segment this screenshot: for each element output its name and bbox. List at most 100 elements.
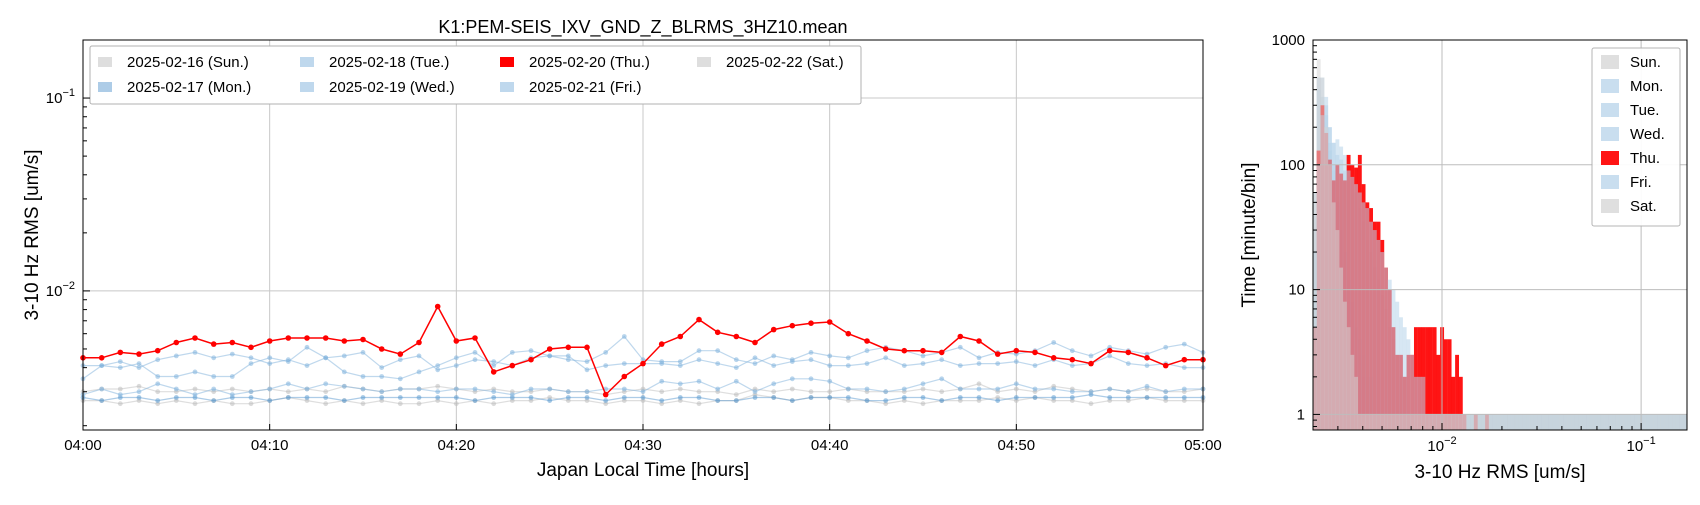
timeseries-data-point: [248, 395, 254, 400]
histogram-bar: [1544, 414, 1549, 430]
timeseries-data-point: [976, 361, 982, 366]
timeseries-data-point: [192, 369, 198, 375]
timeseries-data-point: [733, 398, 739, 403]
timeseries-data-point: [472, 357, 478, 363]
histogram-bar: [1339, 267, 1344, 430]
histogram-bar: [1485, 414, 1489, 430]
histogram-legend-label: Sun.: [1630, 54, 1661, 71]
timeseries-data-point: [323, 381, 329, 387]
timeseries-data-point: [117, 392, 123, 397]
histogram-bar: [1514, 414, 1519, 430]
timeseries-data-point: [453, 386, 459, 392]
timeseries-data-point: [901, 395, 907, 400]
timeseries-data-point: [621, 361, 627, 366]
timeseries-data-point: [99, 398, 105, 403]
histogram-bar: [1447, 414, 1452, 430]
timeseries-data-point: [827, 363, 833, 368]
timeseries-data-point: [733, 392, 739, 397]
histogram-bar: [1500, 414, 1504, 430]
timeseries-data-point: [229, 339, 236, 346]
timeseries-data-point: [435, 383, 441, 389]
timeseries-data-point: [99, 363, 105, 368]
timeseries-data-point: [229, 392, 235, 397]
timeseries-data-point: [883, 398, 889, 403]
timeseries-data-point: [808, 395, 814, 400]
histogram-bar: [1477, 414, 1482, 430]
timeseries-data-point: [976, 386, 982, 392]
timeseries-data-point: [1181, 356, 1188, 363]
timeseries-data-point: [117, 386, 123, 392]
histogram-bar: [1488, 414, 1493, 430]
timeseries-data-point: [789, 376, 795, 382]
histogram-bar: [1384, 414, 1388, 430]
timeseries-legend-label: 2025-02-20 (Thu.): [529, 54, 650, 71]
histogram-bar: [1399, 317, 1403, 430]
timeseries-data-point: [379, 374, 385, 379]
timeseries-legend-label: 2025-02-18 (Tue.): [329, 54, 449, 71]
timeseries-data-point: [547, 386, 553, 392]
timeseries-data-point: [416, 339, 422, 346]
timeseries-data-point: [771, 363, 777, 368]
timeseries-legend-box: [89, 45, 862, 105]
timeseries-data-point: [378, 346, 385, 352]
timeseries-data-point: [491, 389, 497, 395]
histogram-bar: [1458, 414, 1463, 430]
histogram-bar: [1586, 414, 1590, 430]
histogram-bar: [1324, 127, 1329, 430]
histogram-bar: [1372, 230, 1377, 430]
histogram-frame: [1312, 39, 1688, 431]
timeseries-data-point: [211, 398, 217, 403]
timeseries-data-point: [304, 363, 310, 368]
histogram-bar: [1327, 164, 1332, 431]
timeseries-data-point: [229, 401, 235, 407]
histogram-bar: [1623, 414, 1628, 430]
histogram-bar: [1578, 414, 1583, 430]
timeseries-data-point: [1051, 340, 1057, 345]
timeseries-data-point: [584, 367, 590, 373]
histogram-bar: [1316, 77, 1321, 430]
histogram-bar: [1608, 414, 1613, 430]
timeseries-legend-swatch: [98, 57, 112, 67]
histogram-bar: [1522, 414, 1527, 430]
timeseries-data-point: [435, 363, 441, 368]
timeseries-data-point: [173, 374, 179, 379]
timeseries-data-point: [1069, 356, 1076, 363]
timeseries-data-point: [547, 398, 553, 403]
timeseries-data-point: [1088, 360, 1094, 367]
timeseries-data-point: [845, 386, 851, 392]
histogram-bar: [1634, 414, 1639, 430]
timeseries-data-point: [677, 333, 684, 340]
timeseries-y-tick-label: 10−1: [46, 87, 75, 107]
timeseries-data-point: [155, 374, 161, 379]
histogram-bar: [1455, 414, 1460, 430]
timeseries-data-point: [98, 355, 105, 361]
histogram-bar: [1365, 208, 1370, 430]
timeseries-data-point: [808, 320, 814, 327]
timeseries-data-point: [939, 357, 945, 363]
timeseries-data-point: [267, 386, 273, 392]
timeseries-data-point: [267, 398, 273, 403]
histogram-bar: [1447, 339, 1452, 430]
timeseries-data-point: [939, 376, 945, 382]
timeseries-data-point: [1088, 401, 1094, 407]
timeseries-data-point: [752, 355, 758, 361]
timeseries-data-point: [659, 378, 665, 384]
timeseries-data-point: [827, 389, 833, 395]
timeseries-data-point: [472, 335, 478, 341]
histogram-bar: [1369, 221, 1373, 430]
timeseries-x-tick-label: 04:00: [64, 437, 102, 454]
timeseries-data-point: [677, 359, 683, 364]
timeseries-legend-swatch: [500, 57, 514, 67]
histogram-bar: [1413, 414, 1418, 430]
timeseries-data-point: [920, 361, 926, 366]
timeseries-data-point: [323, 389, 329, 395]
histogram-bar: [1402, 414, 1407, 430]
timeseries-data-point: [434, 303, 441, 310]
timeseries-data-point: [1163, 389, 1169, 395]
timeseries-data-point: [1106, 347, 1113, 354]
timeseries-legend-swatch: [500, 82, 514, 92]
histogram-legend-swatch: [1601, 175, 1619, 189]
timeseries-data-point: [99, 386, 105, 392]
timeseries-data-point: [472, 386, 478, 392]
